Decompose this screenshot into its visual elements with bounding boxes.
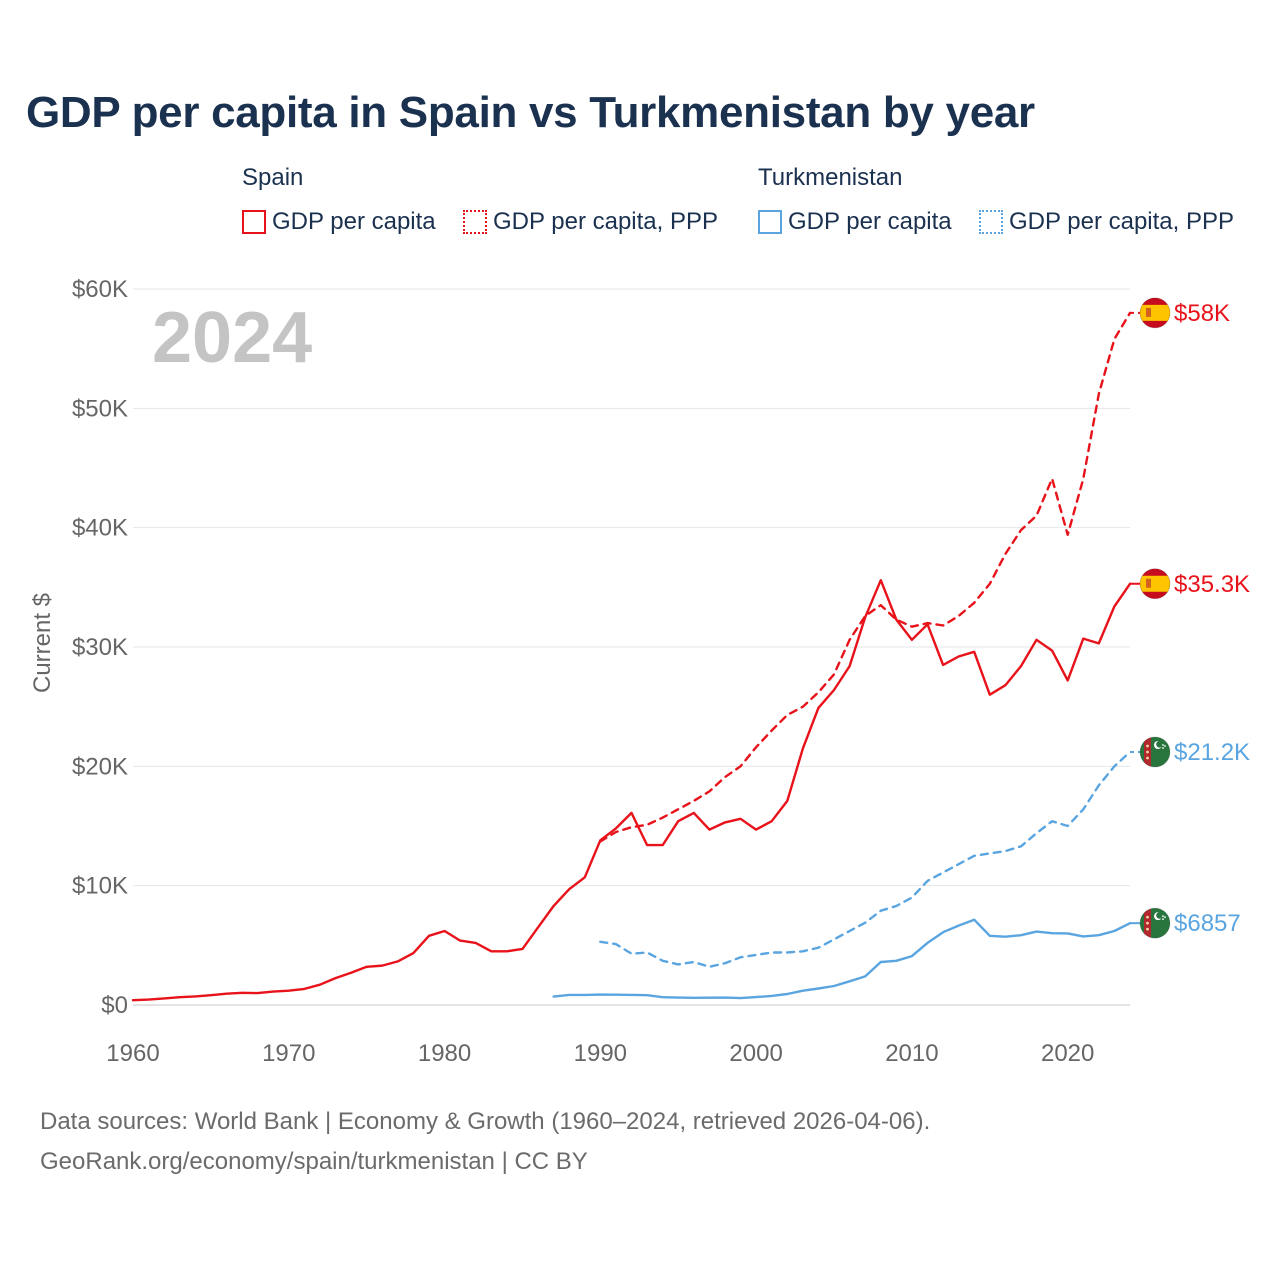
end-labels: $35.3K $58K $6857 $21.2K xyxy=(1130,297,1250,939)
series-line-turkmenistan-gdp-ppp[interactable] xyxy=(599,750,1132,968)
turkmenistan-flag-icon xyxy=(1139,907,1171,939)
x-tick-label: 1970 xyxy=(262,1040,315,1067)
legend-swatch-solid xyxy=(242,210,266,234)
x-axis: 1960 1970 1980 1990 2000 2010 2020 xyxy=(106,1040,1094,1067)
spain-flag-icon xyxy=(1139,297,1171,329)
legend-group-title: Turkmenistan xyxy=(758,164,903,191)
legend-item-turkmenistan-ppp[interactable]: GDP per capita, PPP xyxy=(979,208,1234,236)
end-value-label: $6857 xyxy=(1174,910,1241,937)
chart-title: GDP per capita in Spain vs Turkmenistan … xyxy=(26,88,1035,137)
legend-group-title: Spain xyxy=(242,164,304,191)
x-tick-label: 1990 xyxy=(574,1040,627,1067)
legend-item-label: GDP per capita xyxy=(272,208,436,235)
legend-item-label: GDP per capita, PPP xyxy=(493,208,718,235)
legend-swatch-dotted xyxy=(979,210,1003,234)
footer-link[interactable]: GeoRank.org/economy/spain/turkmenistan |… xyxy=(40,1148,588,1175)
y-axis: $0 $10K $20K $30K $40K $50K $60K xyxy=(72,276,128,1019)
turkmenistan-flag-icon xyxy=(1139,736,1171,768)
x-tick-label: 2000 xyxy=(729,1040,782,1067)
legend-swatch-dotted xyxy=(463,210,487,234)
legend-item-spain-ppp[interactable]: GDP per capita, PPP xyxy=(463,208,718,236)
series-layer xyxy=(131,311,1132,1002)
x-tick-label: 1980 xyxy=(418,1040,471,1067)
year-watermark: 2024 xyxy=(152,298,312,378)
legend-item-turkmenistan-gdp[interactable]: GDP per capita xyxy=(758,208,952,236)
x-tick-label: 2020 xyxy=(1041,1040,1094,1067)
spain-flag-icon xyxy=(1139,568,1171,600)
legend-group-spain: Spain GDP per capita GDP per capita, PPP xyxy=(242,164,742,244)
end-value-label: $58K xyxy=(1174,300,1230,327)
y-tick-label: $60K xyxy=(72,276,128,303)
end-value-label: $21.2K xyxy=(1174,739,1250,766)
end-value-label: $35.3K xyxy=(1174,571,1250,598)
legend-group-turkmenistan: Turkmenistan GDP per capita GDP per capi… xyxy=(758,164,1258,244)
y-tick-label: $0 xyxy=(101,992,128,1019)
y-axis-label: Current $ xyxy=(29,593,56,693)
x-tick-label: 2010 xyxy=(885,1040,938,1067)
series-line-spain-gdp-ppp[interactable] xyxy=(599,311,1132,843)
legend-item-label: GDP per capita xyxy=(788,208,952,235)
grid-layer xyxy=(133,288,1130,1006)
series-line-turkmenistan-gdp[interactable] xyxy=(552,918,1132,1000)
x-tick-label: 1960 xyxy=(106,1040,159,1067)
legend-item-spain-gdp[interactable]: GDP per capita xyxy=(242,208,436,236)
y-tick-label: $10K xyxy=(72,873,128,900)
y-tick-label: $50K xyxy=(72,395,128,422)
y-tick-label: $20K xyxy=(72,753,128,780)
y-tick-label: $40K xyxy=(72,515,128,542)
footer-source: Data sources: World Bank | Economy & Gro… xyxy=(40,1108,931,1135)
y-tick-label: $30K xyxy=(72,634,128,661)
legend-item-label: GDP per capita, PPP xyxy=(1009,208,1234,235)
legend-swatch-solid xyxy=(758,210,782,234)
series-line-spain-gdp[interactable] xyxy=(131,579,1132,1002)
